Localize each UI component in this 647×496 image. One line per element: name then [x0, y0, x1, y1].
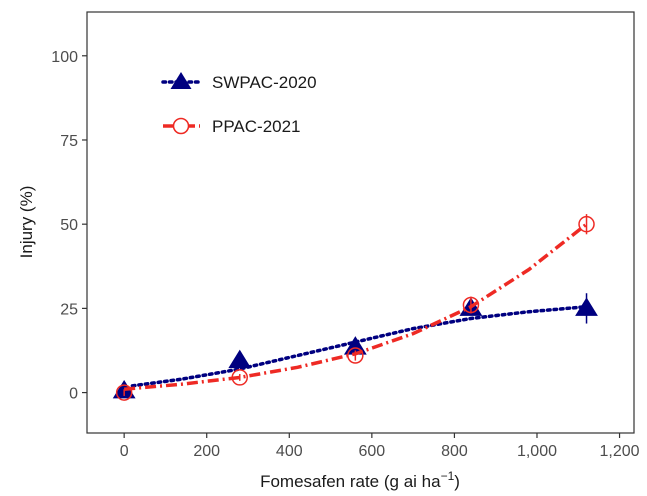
- x-tick-label: 400: [276, 443, 303, 460]
- legend-entry: SWPAC-2020: [161, 72, 317, 92]
- data-point: [347, 347, 364, 364]
- x-tick-label: 0: [120, 443, 129, 460]
- legend-label: PPAC-2021: [212, 117, 301, 136]
- y-axis: 0 25 50 75 100: [51, 49, 87, 403]
- plot-panel: [86, 11, 635, 434]
- data-point: [231, 369, 248, 386]
- data-point: [228, 349, 252, 369]
- data-point: [575, 297, 598, 316]
- y-tick-label: 50: [60, 217, 78, 234]
- x-tick-label: 600: [359, 443, 386, 460]
- plot-series: [112, 214, 598, 401]
- y-tick-label: 75: [60, 133, 78, 150]
- legend-marker: [172, 117, 190, 135]
- legend: SWPAC-2020 PPAC-2021: [161, 72, 317, 136]
- y-axis-title: Injury (%): [17, 186, 36, 259]
- data-point: [578, 215, 595, 233]
- x-tick-label: 1,200: [600, 443, 640, 460]
- x-axis: 0 200 400 600 800 1,000 1,200: [120, 433, 640, 460]
- y-tick-label: 25: [60, 301, 78, 318]
- legend-label: SWPAC-2020: [212, 73, 317, 92]
- y-tick-label: 100: [51, 49, 78, 66]
- legend-entry: PPAC-2021: [163, 117, 301, 136]
- x-tick-label: 200: [193, 443, 220, 460]
- legend-marker: [170, 72, 192, 89]
- x-tick-label: 800: [441, 443, 468, 460]
- series-ppac-2021: [115, 214, 595, 401]
- x-tick-label: 1,000: [517, 443, 557, 460]
- y-tick-label: 0: [69, 386, 78, 403]
- data-point: [462, 296, 480, 314]
- x-axis-title: Fomesafen rate (g ai ha−1): [260, 469, 460, 491]
- data-point: [115, 384, 133, 401]
